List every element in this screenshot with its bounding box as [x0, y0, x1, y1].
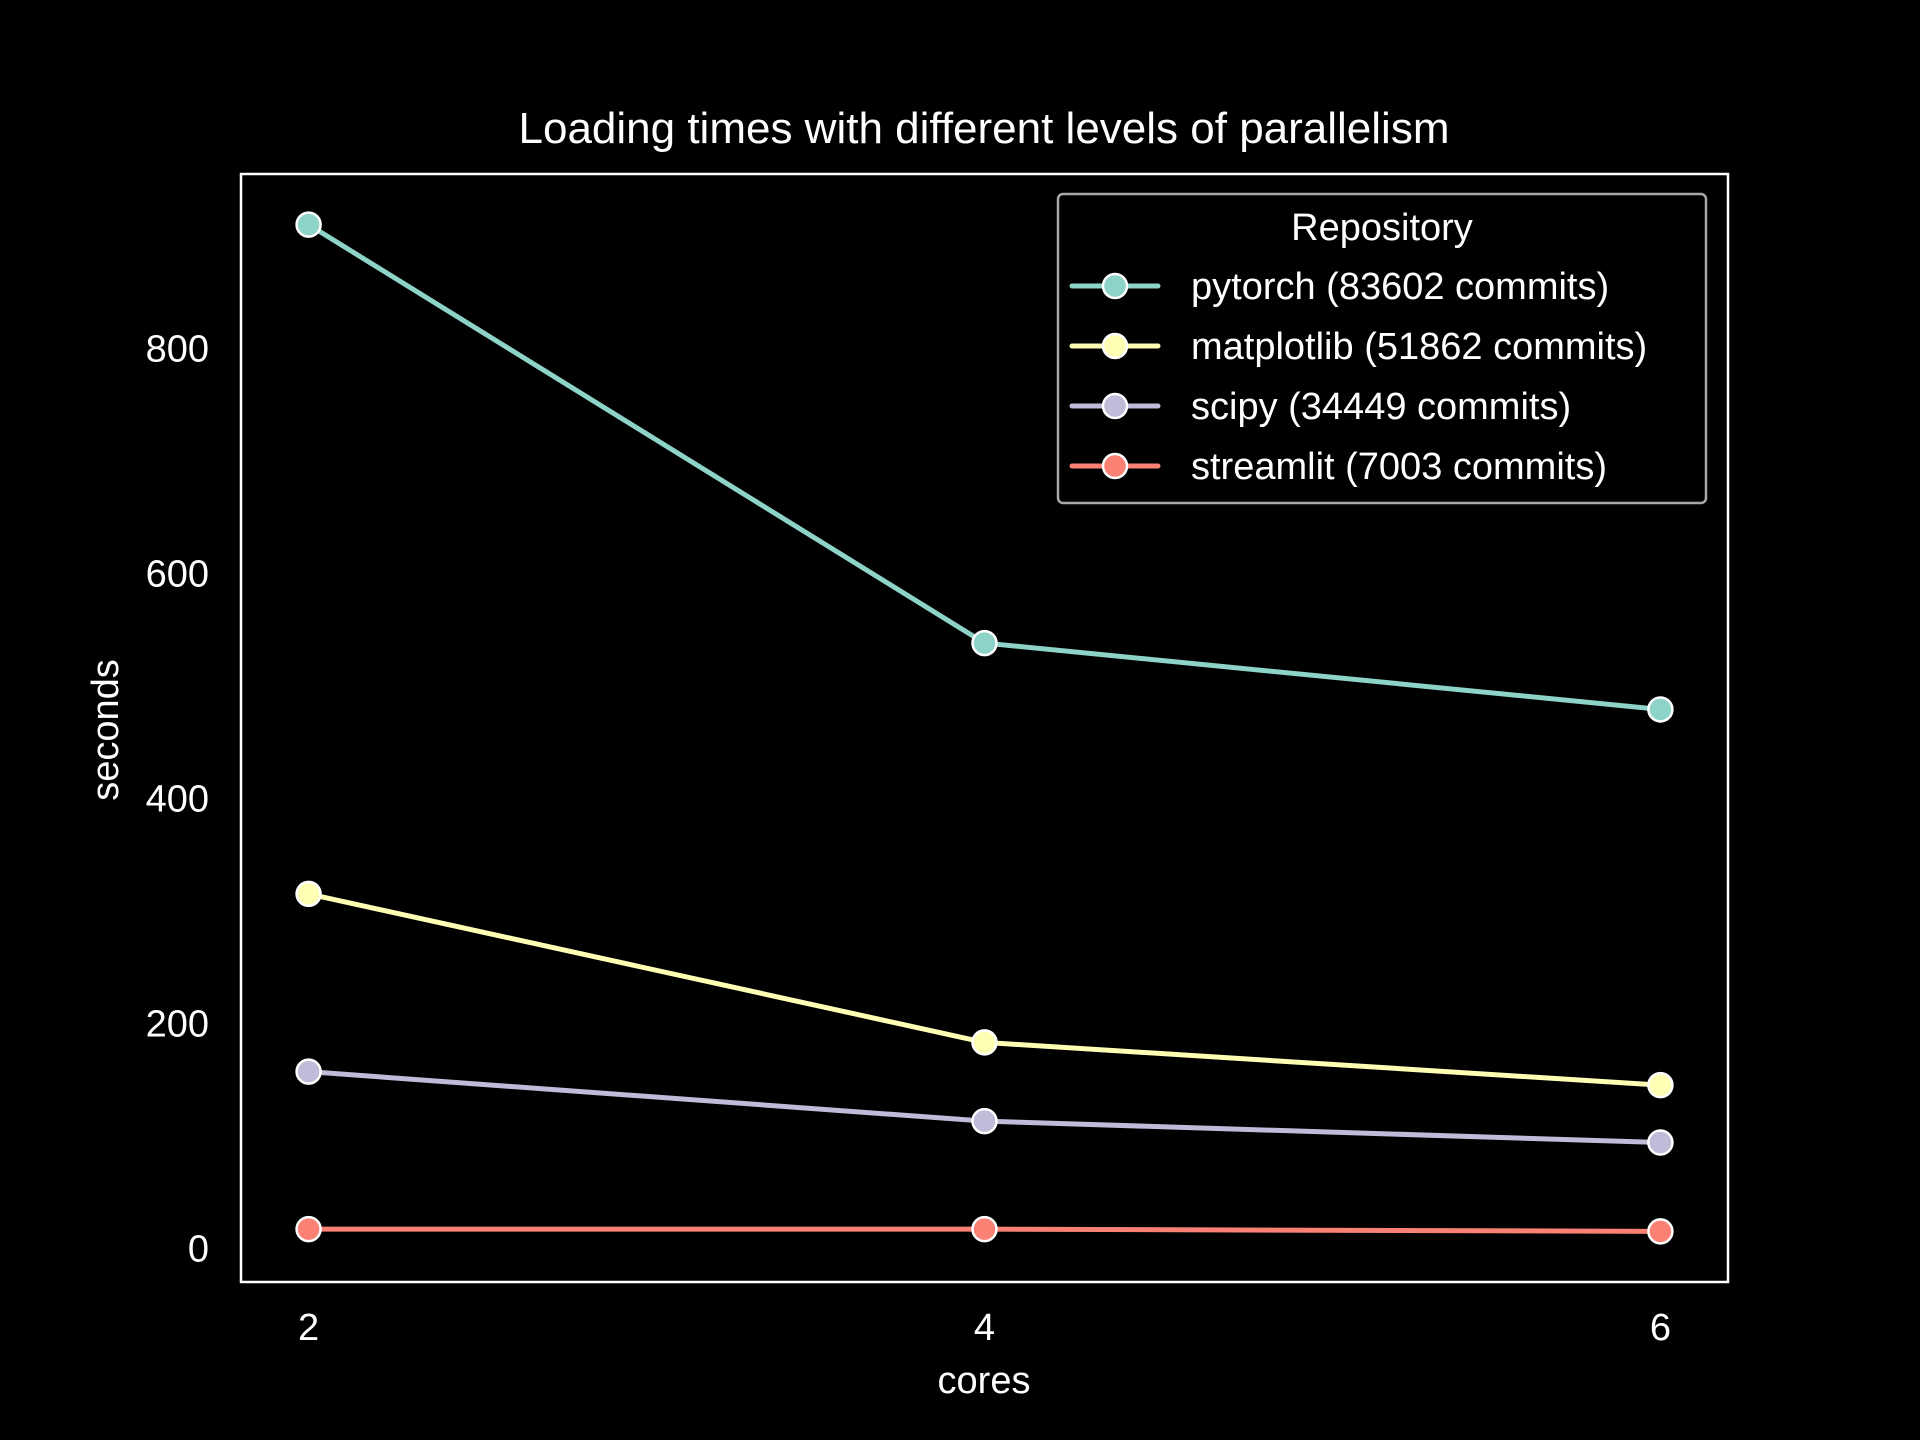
data-point — [1647, 1218, 1674, 1245]
plot-frame — [239, 172, 1730, 1284]
x-axis: 2 4 6 — [298, 1307, 1671, 1349]
x-tick-label: 4 — [974, 1307, 995, 1349]
y-tick-label: 800 — [146, 328, 209, 370]
legend-swatch-marker — [1101, 392, 1129, 420]
x-axis-label: cores — [938, 1360, 1031, 1402]
data-point — [971, 1215, 998, 1243]
legend-item: matplotlib (51862 commits) — [1069, 326, 1647, 368]
legend-swatch-marker — [1101, 452, 1129, 480]
legend-swatch-marker — [1101, 332, 1129, 360]
y-tick-label: 400 — [146, 778, 209, 820]
data-point — [971, 1029, 998, 1056]
legend-title: Repository — [1291, 207, 1473, 249]
legend-item: pytorch (83602 commits) — [1069, 266, 1609, 308]
legend-label: matplotlib (51862 commits) — [1191, 326, 1647, 368]
legend-label: pytorch (83602 commits) — [1191, 266, 1609, 308]
data-point — [971, 1107, 998, 1135]
series-1 — [295, 880, 1674, 1099]
data-point — [1647, 696, 1674, 723]
data-point — [1647, 1071, 1674, 1099]
legend-item: scipy (34449 commits) — [1069, 386, 1571, 428]
legend-box — [1056, 192, 1708, 505]
y-tick-label: 0 — [188, 1228, 209, 1270]
x-tick-label: 6 — [1650, 1307, 1671, 1349]
legend-label: streamlit (7003 commits) — [1191, 446, 1607, 488]
data-point — [295, 1058, 322, 1085]
data-point — [1647, 1129, 1674, 1156]
series-2 — [295, 1058, 1674, 1156]
y-tick-label: 600 — [146, 553, 209, 595]
series-group — [295, 211, 1674, 1245]
series-3 — [295, 1215, 1674, 1245]
y-axis: 0 200 400 600 800 — [146, 328, 209, 1270]
chart-title: Loading times with different levels of p… — [519, 104, 1450, 153]
data-point — [295, 211, 322, 238]
data-point — [295, 880, 322, 908]
legend: Repository pytorch (83602 commits) matplo… — [1056, 192, 1708, 505]
data-point — [295, 1215, 322, 1243]
series-line — [306, 891, 1663, 1088]
legend-swatch-marker — [1101, 272, 1129, 300]
legend-item: streamlit (7003 commits) — [1069, 446, 1607, 488]
y-axis-label: seconds — [85, 659, 127, 801]
y-tick-label: 200 — [146, 1003, 209, 1045]
legend-label: scipy (34449 commits) — [1191, 386, 1571, 428]
data-point — [971, 629, 998, 657]
series-0 — [295, 211, 1674, 723]
x-tick-label: 2 — [298, 1307, 319, 1349]
